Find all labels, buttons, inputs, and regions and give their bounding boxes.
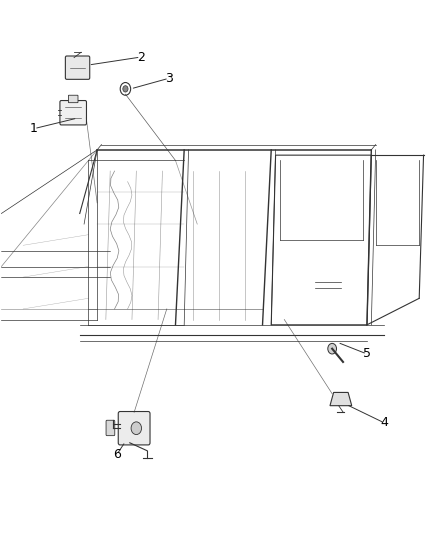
Text: 6: 6 [113,448,120,461]
FancyBboxPatch shape [68,95,78,103]
Circle shape [131,422,141,434]
Polygon shape [330,392,352,406]
FancyBboxPatch shape [118,411,150,445]
Text: 3: 3 [165,72,173,85]
FancyBboxPatch shape [60,101,86,125]
FancyBboxPatch shape [106,420,115,435]
Text: 5: 5 [363,348,371,360]
Text: 1: 1 [30,122,38,135]
Circle shape [123,86,128,92]
FancyBboxPatch shape [65,56,90,79]
Text: 2: 2 [137,51,145,63]
Circle shape [328,343,336,354]
Text: 4: 4 [381,416,389,430]
